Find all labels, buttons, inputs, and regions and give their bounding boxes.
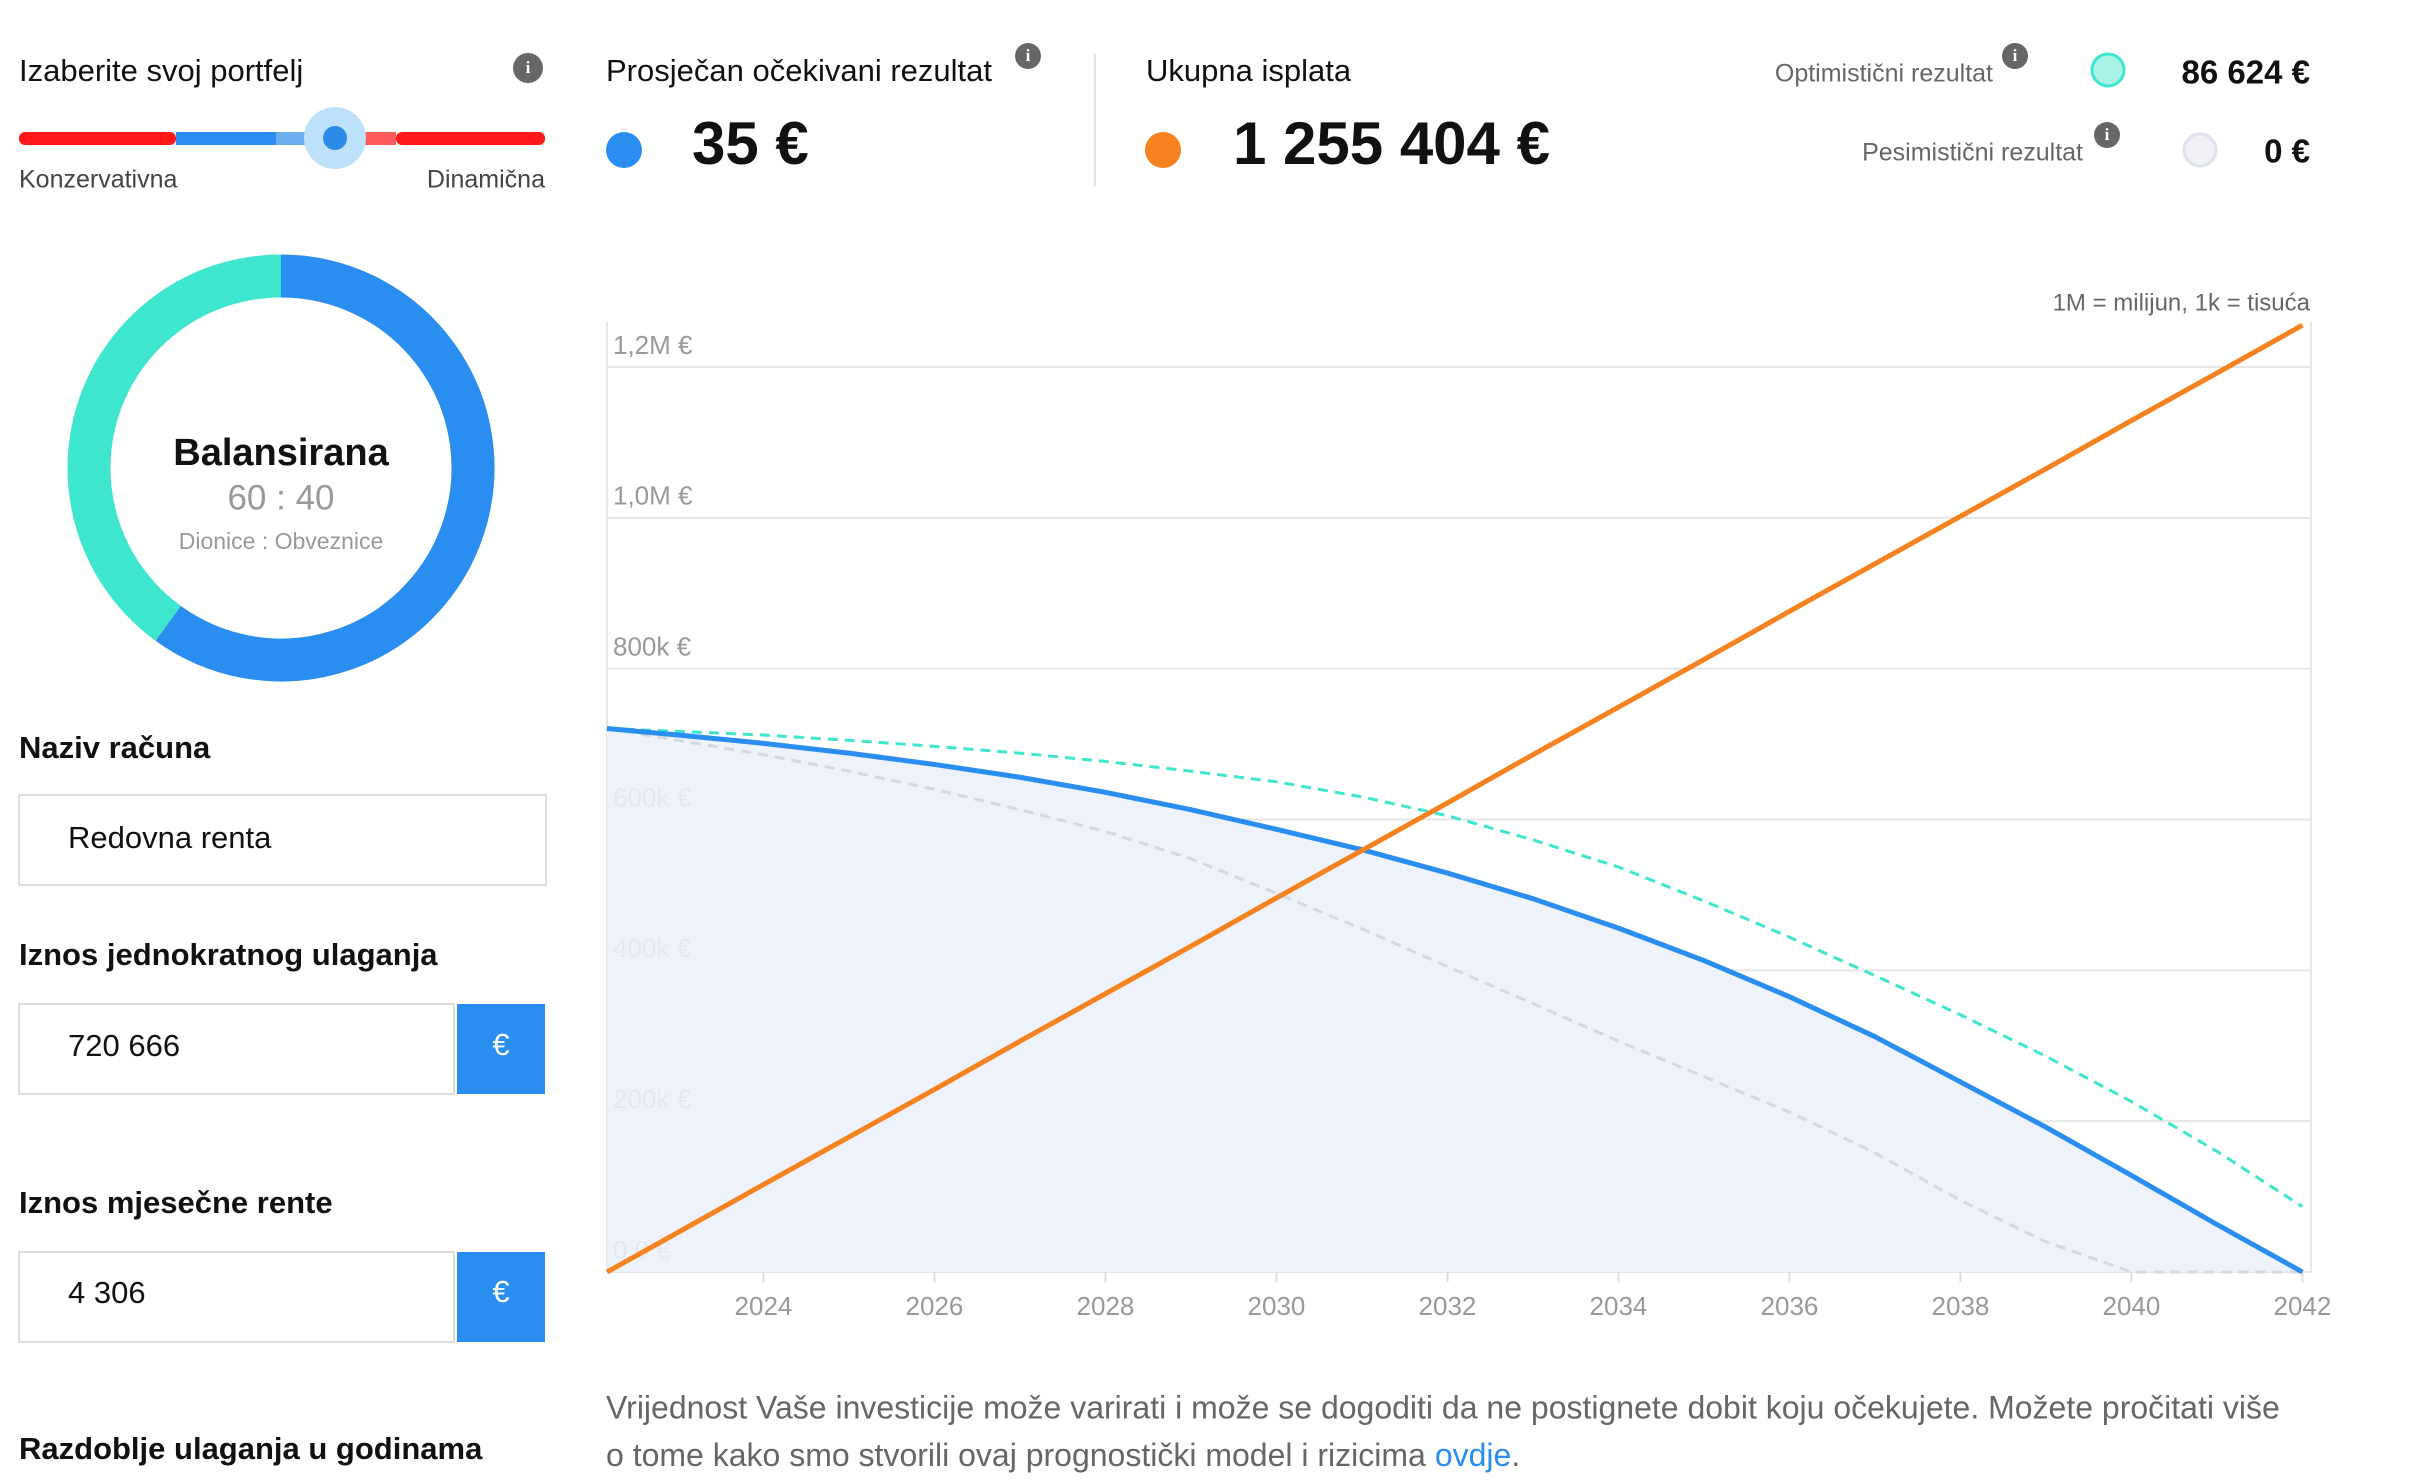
disclaimer: Vrijednost Vaše investicije može varirat… (606, 1389, 2280, 1425)
chart-note: 1M = milijun, 1k = tisuća (2053, 289, 2311, 316)
donut-segment (67, 254, 282, 641)
donut-title: Balansirana (173, 432, 389, 474)
stat-label: Pesimistični rezultat (1862, 139, 2083, 167)
donut-segment (155, 254, 495, 682)
slider-left-label: Konzervativna (19, 166, 178, 194)
x-tick-label: 2034 (1590, 1291, 1648, 1321)
field-label: Razdoblje ulaganja u godinama (19, 1431, 483, 1466)
line (605, 323, 2304, 1275)
info-icon[interactable]: i (1015, 43, 1041, 69)
line (606, 727, 2303, 1274)
disclaimer-text: o tome kako smo stvorili ovaj prognostič… (606, 1437, 1426, 1473)
x-tick-label: 2024 (735, 1291, 793, 1321)
plot: 0,0 €200k €400k €600k €800k €1,0M €1,2M … (605, 321, 2332, 1321)
number-input[interactable] (18, 1251, 455, 1343)
x-tick-label: 2026 (906, 1291, 964, 1321)
svg-text:i: i (2105, 125, 2110, 144)
legend-dot[interactable] (2090, 52, 2126, 88)
info-icon[interactable]: i (513, 53, 543, 83)
stat-label: Prosječan očekivani rezultat (606, 53, 992, 88)
stat-label: Optimistični rezultat (1775, 60, 1993, 88)
field-label: Iznos mjesečne rente (19, 1185, 333, 1220)
info-icon[interactable]: i (2094, 122, 2120, 148)
unit-button[interactable] (457, 1252, 545, 1342)
legend-dot (606, 132, 642, 168)
y-tick-label: 1,2M € (613, 330, 693, 360)
number-input[interactable] (18, 1003, 455, 1095)
donut-ratio: 60 : 40 (227, 478, 334, 517)
x-tick-label: 2038 (1932, 1291, 1990, 1321)
portfolio-title: Izaberite svoj portfelj (19, 53, 303, 88)
input-value: Redovna renta (68, 820, 272, 855)
stat-value: 35 € (692, 110, 809, 177)
portfolio-slider[interactable] (19, 107, 545, 169)
x-tick-label: 2042 (2274, 1291, 2332, 1321)
input-value: 720 666 (68, 1028, 180, 1063)
legend-dot (1145, 132, 1181, 168)
unit-label: € (492, 1027, 509, 1062)
donut-caption: Dionice : Obveznice (179, 528, 384, 554)
y-tick-label: 800k € (613, 632, 692, 662)
y-tick-label: 1,0M € (613, 481, 693, 511)
x-tick-label: 2036 (1761, 1291, 1819, 1321)
line (606, 726, 2304, 1275)
link[interactable]: ovdje (1435, 1437, 1512, 1473)
slider-right-label: Dinamična (427, 166, 545, 194)
svg-text:i: i (1026, 46, 1031, 65)
area (607, 728, 2303, 1272)
field-label: Naziv računa (19, 730, 211, 765)
unit-button[interactable] (457, 1004, 545, 1094)
svg-text:i: i (2013, 46, 2018, 65)
svg-text:i: i (526, 58, 531, 77)
input-value: 4 306 (68, 1275, 146, 1310)
stat-label: Ukupna isplata (1146, 53, 1352, 88)
info-icon[interactable]: i (2002, 43, 2028, 69)
legend-dot[interactable] (2182, 132, 2218, 168)
stat-value: 0 € (2264, 133, 2310, 170)
unit-label: € (492, 1274, 509, 1309)
disclaimer-text: . (1511, 1437, 1520, 1473)
stat-value: 86 624 € (2182, 54, 2310, 91)
x-tick-label: 2040 (2103, 1291, 2161, 1321)
x-tick-label: 2030 (1248, 1291, 1306, 1321)
x-tick-label: 2032 (1419, 1291, 1477, 1321)
donut (67, 254, 495, 682)
x-tick-label: 2028 (1077, 1291, 1135, 1321)
field-label: Iznos jednokratnog ulaganja (19, 937, 438, 972)
disclaimer: o tome kako smo stvorili ovaj prognostič… (606, 1437, 1520, 1473)
text-input[interactable] (18, 794, 547, 886)
stat-value: 1 255 404 € (1233, 110, 1550, 177)
